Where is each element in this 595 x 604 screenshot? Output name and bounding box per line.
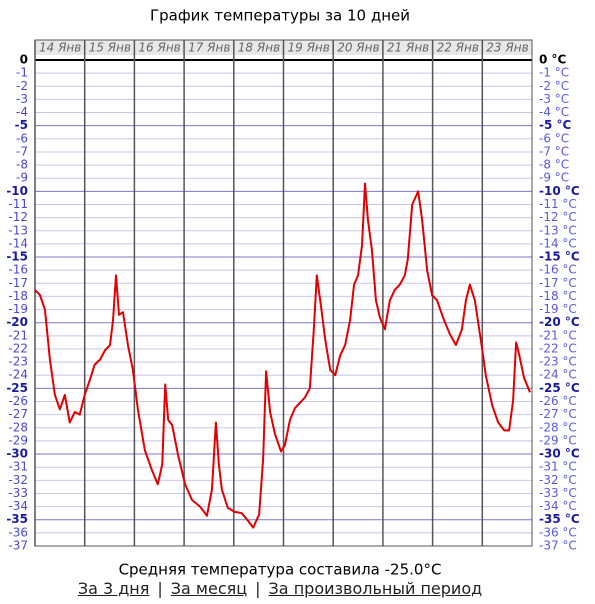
y-tick-label: -22 xyxy=(8,341,28,355)
y-tick-label: 0 xyxy=(20,53,28,67)
separator: | xyxy=(255,579,261,598)
y2-tick-label: -18 °C xyxy=(539,289,577,303)
y-tick-label: -27 xyxy=(8,407,28,421)
y2-tick-label: -35 °C xyxy=(539,512,580,526)
y-tick-label: -6 xyxy=(16,131,28,145)
y-tick-label: -21 xyxy=(8,328,28,342)
y-tick-label: -31 xyxy=(8,460,28,474)
grid xyxy=(34,40,532,547)
y2-tick-label: -20 °C xyxy=(539,315,580,329)
y2-tick-label: -17 °C xyxy=(539,276,577,290)
y-tick-label: -3 xyxy=(16,92,28,106)
x-tick-label: 14 Янв xyxy=(39,41,81,55)
y-tick-label: -5 xyxy=(15,118,28,132)
x-tick-label: 16 Янв xyxy=(138,41,180,55)
y2-tick-label: -23 °C xyxy=(539,355,577,369)
x-tick-label: 15 Янв xyxy=(89,41,131,55)
y-tick-label: -29 xyxy=(8,433,28,447)
y-tick-label: -12 xyxy=(8,210,28,224)
y2-tick-label: -27 °C xyxy=(539,407,577,421)
period-link[interactable]: За произвольный период xyxy=(268,579,483,598)
y2-tick-label: -33 °C xyxy=(539,486,577,500)
y2-tick-label: -36 °C xyxy=(539,525,577,539)
x-tick-label: 17 Янв xyxy=(188,41,230,55)
y-tick-label: -34 xyxy=(8,499,28,513)
separator: | xyxy=(157,579,163,598)
chart-title: График температуры за 10 дней xyxy=(150,7,410,25)
y2-tick-label: -32 °C xyxy=(539,473,577,487)
y2-tick-label: -3 °C xyxy=(539,92,569,106)
y2-tick-label: -34 °C xyxy=(539,499,577,513)
y-tick-label: -25 xyxy=(6,381,28,395)
y-tick-label: -35 xyxy=(6,512,28,526)
y-tick-label: -30 xyxy=(6,447,28,461)
y2-tick-label: -16 °C xyxy=(539,263,577,277)
temperature-line xyxy=(34,182,531,529)
period-link[interactable]: За 3 дня xyxy=(77,579,150,598)
y-tick-label: -13 xyxy=(8,223,28,237)
y-tick-label: -20 xyxy=(6,315,28,329)
y2-tick-label: -5 °C xyxy=(539,118,572,132)
y2-tick-label: -37 °C xyxy=(539,539,577,553)
y2-tick-label: -13 °C xyxy=(539,223,577,237)
period-link[interactable]: За месяц xyxy=(170,579,248,598)
y2-tick-label: -11 °C xyxy=(539,197,577,211)
x-tick-label: 19 Янв xyxy=(288,41,330,55)
y2-tick-label: -21 °C xyxy=(539,328,577,342)
x-tick-label: 18 Янв xyxy=(238,41,280,55)
y2-tick-label: -26 °C xyxy=(539,394,577,408)
y-tick-label: -11 xyxy=(8,197,28,211)
y2-tick-label: -12 °C xyxy=(539,210,577,224)
y-tick-label: -1 xyxy=(16,66,28,80)
y-tick-label: -16 xyxy=(8,263,28,277)
y-tick-label: -2 xyxy=(16,79,28,93)
y-tick-label: -23 xyxy=(8,355,28,369)
y2-tick-label: -19 °C xyxy=(539,302,577,316)
x-tick-label: 21 Янв xyxy=(387,41,429,55)
y-tick-label: -37 xyxy=(8,539,28,553)
y-tick-label: -10 xyxy=(6,184,28,198)
y-tick-label: -26 xyxy=(8,394,28,408)
y-tick-label: -4 xyxy=(16,105,28,119)
y-tick-label: -24 xyxy=(8,368,28,382)
y2-tick-label: -22 °C xyxy=(539,341,577,355)
y-tick-label: -7 xyxy=(16,144,28,158)
y2-tick-label: 0 °C xyxy=(539,53,567,67)
y-tick-label: -17 xyxy=(8,276,28,290)
y-tick-label: -36 xyxy=(8,525,28,539)
average-note: Средняя температура составила -25.0°C xyxy=(119,561,442,579)
y-tick-label: -28 xyxy=(8,420,28,434)
y-tick-label: -18 xyxy=(8,289,28,303)
y2-tick-label: -29 °C xyxy=(539,433,577,447)
y2-tick-label: -8 °C xyxy=(539,158,569,172)
y2-tick-label: -14 °C xyxy=(539,236,577,250)
y2-tick-label: -10 °C xyxy=(539,184,580,198)
y-tick-label: -19 xyxy=(8,302,28,316)
y2-tick-label: -4 °C xyxy=(539,105,569,119)
y2-tick-label: -30 °C xyxy=(539,447,580,461)
y-tick-label: -15 xyxy=(6,250,28,264)
y-tick-label: -32 xyxy=(8,473,28,487)
y2-tick-label: -24 °C xyxy=(539,368,577,382)
x-tick-label: 20 Янв xyxy=(337,41,379,55)
plot-frame xyxy=(34,39,533,547)
links: За 3 дня | За месяц | За произвольный период xyxy=(0,579,560,598)
y2-tick-label: -7 °C xyxy=(539,144,569,158)
x-tick-label: 22 Янв xyxy=(437,41,479,55)
x-tick-label: 23 Янв xyxy=(486,41,528,55)
y-tick-label: -14 xyxy=(8,236,28,250)
y-tick-label: -33 xyxy=(8,486,28,500)
y2-tick-label: -31 °C xyxy=(539,460,577,474)
y2-tick-label: -25 °C xyxy=(539,381,580,395)
y2-tick-label: -15 °C xyxy=(539,250,580,264)
y2-tick-label: -1 °C xyxy=(539,66,569,80)
y-tick-label: -8 xyxy=(16,158,28,172)
y2-tick-label: -2 °C xyxy=(539,79,569,93)
y2-tick-label: -9 °C xyxy=(539,171,569,185)
y2-tick-label: -28 °C xyxy=(539,420,577,434)
y-tick-label: -9 xyxy=(16,171,28,185)
y2-tick-label: -6 °C xyxy=(539,131,569,145)
